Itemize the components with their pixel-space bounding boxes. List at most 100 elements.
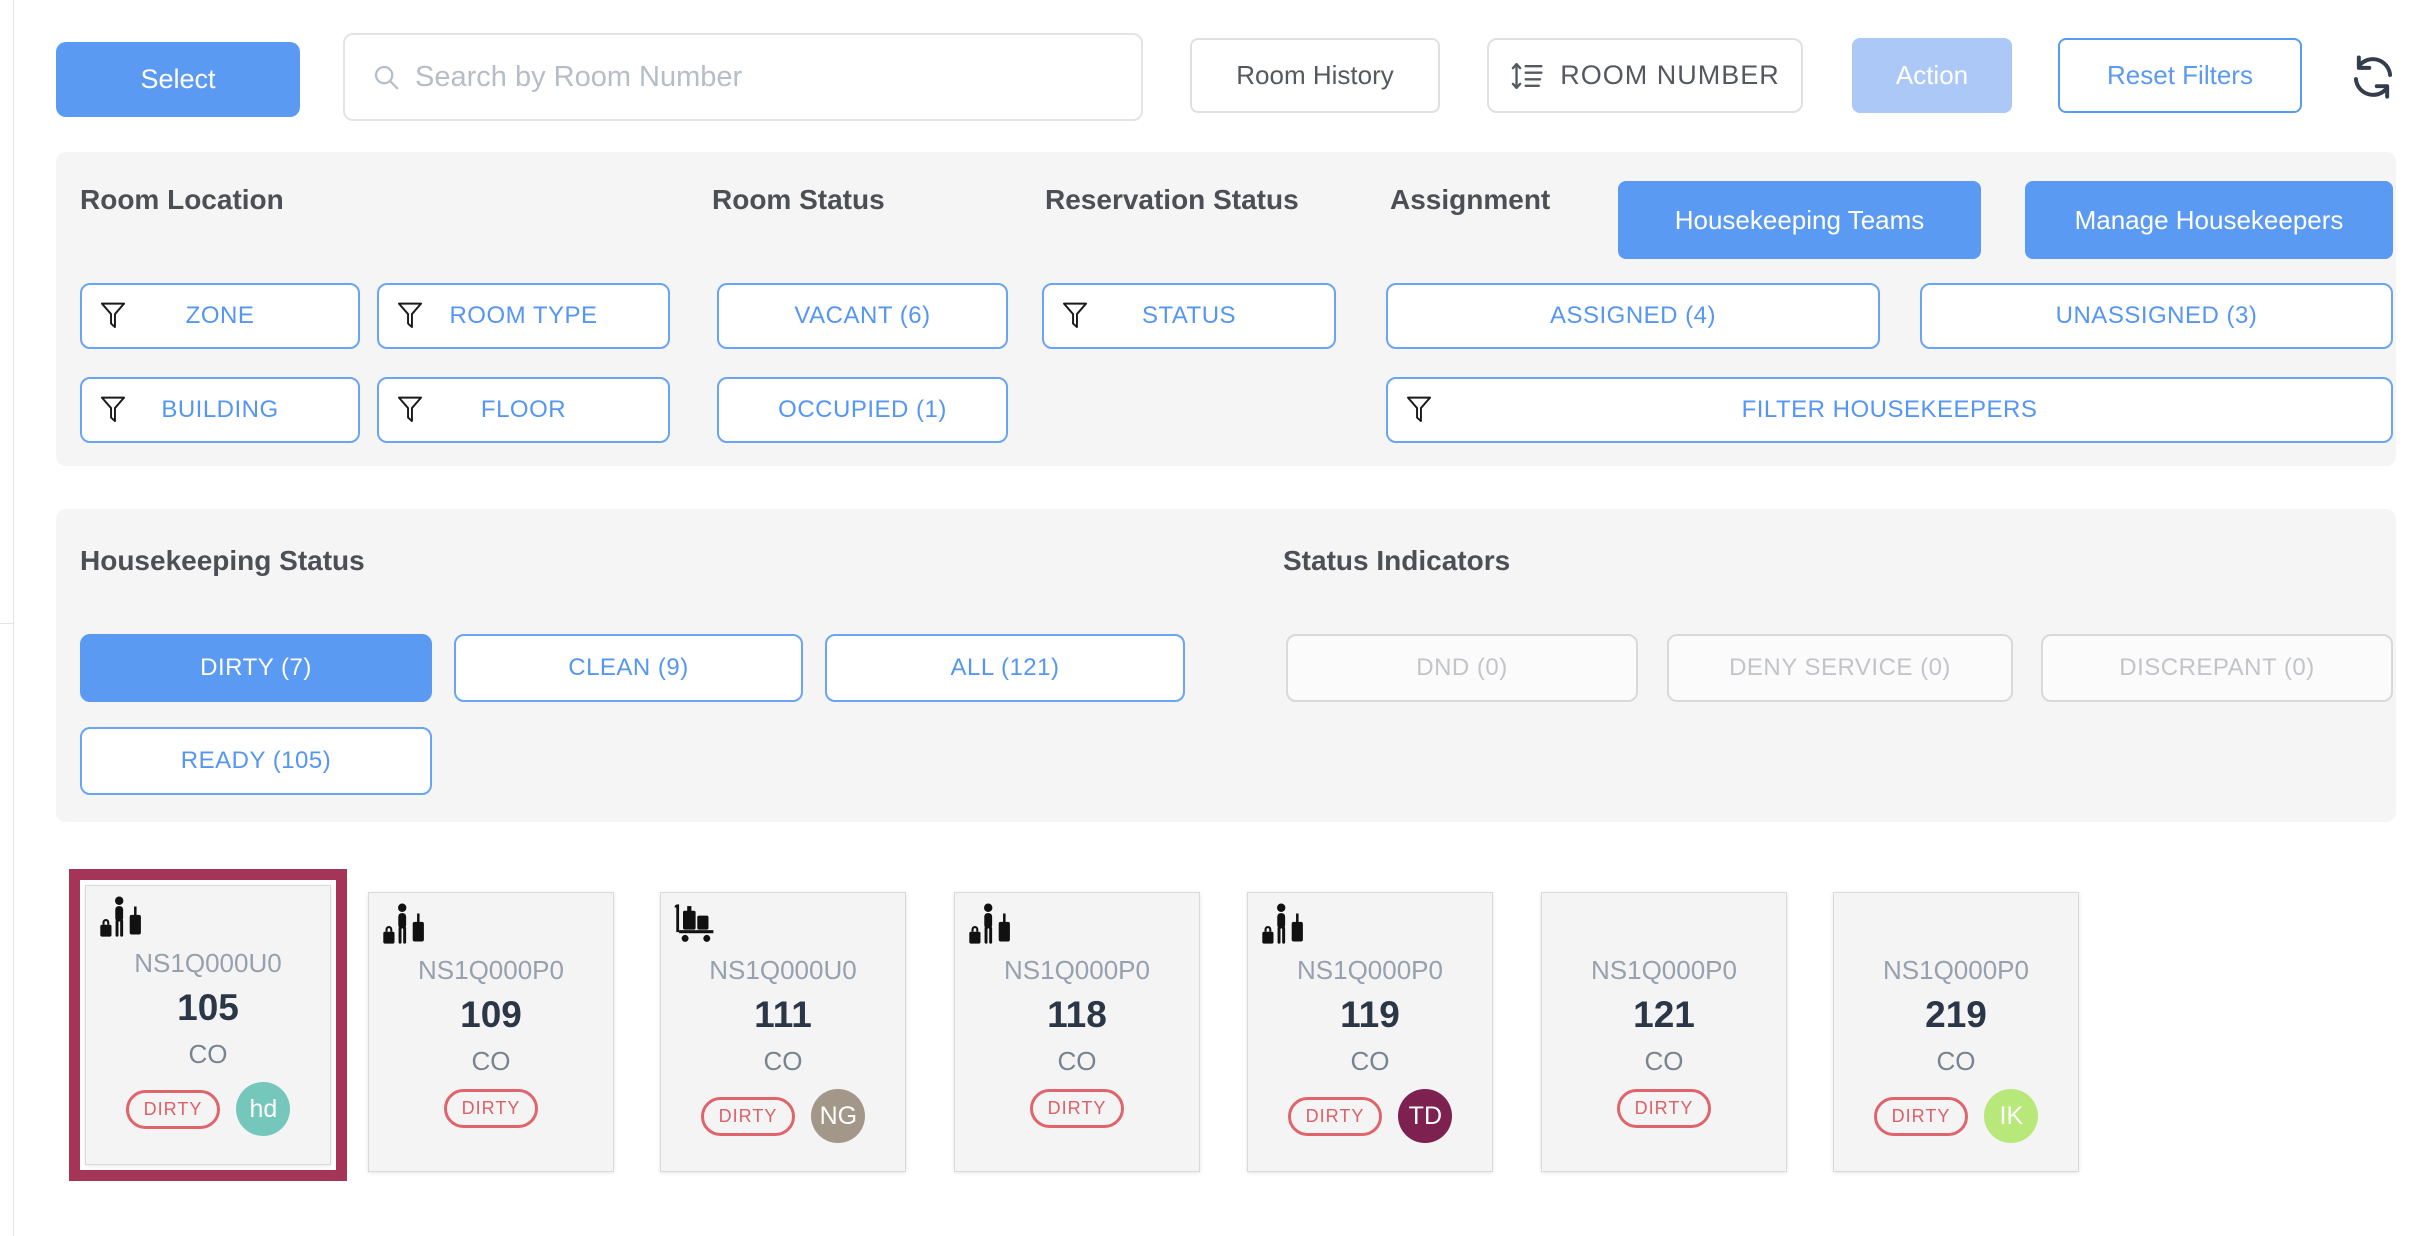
reservation-status-filter-button[interactable]: STATUS — [1042, 283, 1336, 349]
zone-filter-button[interactable]: ZONE — [80, 283, 360, 349]
status-indicators-heading: Status Indicators — [1283, 545, 1511, 576]
dirty-status-pill: DIRTY — [1287, 1096, 1383, 1136]
filter-housekeepers-label: FILTER HOUSEKEEPERS — [1741, 396, 2038, 423]
assigned-filter-button[interactable]: ASSIGNED (4) — [1386, 283, 1880, 349]
dirty-status-pill: DIRTY — [1873, 1096, 1969, 1136]
filter-icon — [1406, 395, 1432, 425]
room-card[interactable]: NS1Q000P0 219 CO DIRTY IK — [1833, 892, 2079, 1172]
search-field-container — [343, 33, 1143, 121]
occupied-filter-button[interactable]: OCCUPIED (1) — [717, 377, 1008, 443]
deny-service-filter-button[interactable]: DENY SERVICE (0) — [1667, 634, 2013, 702]
dirty-filter-label: DIRTY (7) — [200, 654, 312, 681]
filter-icon — [397, 395, 423, 425]
room-status-heading: Room Status — [712, 184, 885, 215]
vacant-filter-label: VACANT (6) — [794, 302, 931, 329]
discrepant-filter-button[interactable]: DISCREPANT (0) — [2041, 634, 2393, 702]
room-number: 119 — [1340, 994, 1400, 1035]
housekeeper-badge[interactable]: IK — [1984, 1089, 2039, 1143]
sort-label: ROOM NUMBER — [1560, 60, 1780, 90]
clean-filter-button[interactable]: CLEAN (9) — [454, 634, 803, 702]
dnd-filter-label: DND (0) — [1416, 654, 1508, 681]
sort-by-room-number-control[interactable]: ROOM NUMBER — [1487, 38, 1803, 113]
refresh-icon[interactable] — [2348, 52, 2398, 102]
housekeeper-badge[interactable]: NG — [811, 1089, 866, 1143]
room-card[interactable]: NS1Q000P0 118 CO DIRTY — [954, 892, 1200, 1172]
room-card[interactable]: NS1Q000P0 119 CO DIRTY TD — [1247, 892, 1493, 1172]
housekeeping-status-panel: Housekeeping Status Status Indicators DI… — [56, 509, 2396, 822]
filters-panel: Room Location Room Status Reservation St… — [56, 152, 2396, 466]
page-edge-tick — [0, 623, 13, 624]
room-history-button[interactable]: Room History — [1190, 38, 1440, 113]
dirty-status-pill: DIRTY — [700, 1096, 796, 1136]
search-icon — [374, 65, 399, 90]
select-button[interactable]: Select — [56, 42, 300, 117]
reservation-code: CO — [188, 1039, 228, 1069]
all-filter-label: ALL (121) — [950, 654, 1060, 681]
room-location-heading: Room Location — [80, 184, 284, 215]
dirty-filter-button[interactable]: DIRTY (7) — [80, 634, 432, 702]
filter-housekeepers-button[interactable]: FILTER HOUSEKEEPERS — [1386, 377, 2393, 443]
dirty-status-pill: DIRTY — [443, 1089, 539, 1128]
unassigned-filter-label: UNASSIGNED (3) — [2055, 302, 2258, 329]
room-type-filter-button[interactable]: ROOM TYPE — [377, 283, 670, 349]
room-type-code: NS1Q000U0 — [134, 948, 282, 978]
room-type-code: NS1Q000P0 — [1297, 955, 1443, 985]
manage-housekeepers-button[interactable]: Manage Housekeepers — [2025, 181, 2393, 259]
reservation-code: CO — [763, 1046, 803, 1076]
reservation-code: CO — [1644, 1046, 1684, 1076]
room-card[interactable]: NS1Q000P0 109 CO DIRTY — [368, 892, 614, 1172]
floor-filter-button[interactable]: FLOOR — [377, 377, 670, 443]
ready-filter-label: READY (105) — [180, 747, 332, 774]
discrepant-filter-label: DISCREPANT (0) — [2119, 654, 2315, 681]
room-type-code: NS1Q000P0 — [418, 955, 564, 985]
clean-filter-label: CLEAN (9) — [568, 654, 689, 681]
vacant-filter-button[interactable]: VACANT (6) — [717, 283, 1008, 349]
building-filter-button[interactable]: BUILDING — [80, 377, 360, 443]
reservation-code: CO — [1936, 1046, 1976, 1076]
occupied-filter-label: OCCUPIED (1) — [778, 396, 947, 423]
room-type-filter-label: ROOM TYPE — [449, 302, 598, 329]
reset-filters-button[interactable]: Reset Filters — [2058, 38, 2302, 113]
room-card[interactable]: NS1Q000U0 111 CO DIRTY NG — [660, 892, 906, 1172]
dirty-status-pill: DIRTY — [125, 1089, 221, 1129]
dirty-status-pill: DIRTY — [1029, 1089, 1125, 1128]
reservation-code: CO — [1057, 1046, 1097, 1076]
room-number: 219 — [1925, 994, 1987, 1035]
housekeeper-badge[interactable]: hd — [236, 1082, 291, 1136]
action-button[interactable]: Action — [1852, 38, 2012, 113]
room-type-code: NS1Q000P0 — [1004, 955, 1150, 985]
housekeeping-teams-button[interactable]: Housekeeping Teams — [1618, 181, 1981, 259]
room-number: 121 — [1633, 994, 1695, 1035]
dnd-filter-button[interactable]: DND (0) — [1286, 634, 1638, 702]
filter-icon — [100, 395, 126, 425]
departure-guest-icon — [381, 903, 429, 945]
page-edge-line — [13, 0, 14, 1236]
luggage-cart-icon — [673, 903, 721, 945]
departure-guest-icon — [98, 896, 146, 938]
unassigned-filter-button[interactable]: UNASSIGNED (3) — [1920, 283, 2393, 349]
assigned-filter-label: ASSIGNED (4) — [1549, 302, 1717, 329]
building-filter-label: BUILDING — [161, 396, 279, 423]
search-input[interactable] — [415, 35, 1141, 119]
sort-icon — [1511, 62, 1543, 89]
room-card[interactable]: NS1Q000U0 105 CO DIRTY hd — [85, 885, 331, 1165]
filter-icon — [397, 301, 423, 331]
filter-icon — [100, 301, 126, 331]
ready-filter-button[interactable]: READY (105) — [80, 727, 432, 795]
reservation-code: CO — [1350, 1046, 1390, 1076]
reservation-code: CO — [471, 1046, 511, 1076]
room-number: 111 — [754, 994, 812, 1035]
room-number: 109 — [460, 994, 522, 1035]
room-type-code: NS1Q000P0 — [1883, 955, 2029, 985]
housekeeper-badge[interactable]: TD — [1398, 1089, 1453, 1143]
room-card-selected-outline[interactable]: NS1Q000U0 105 CO DIRTY hd — [69, 869, 347, 1181]
reservation-status-filter-label: STATUS — [1141, 302, 1237, 329]
room-number: 118 — [1047, 994, 1107, 1035]
departure-guest-icon — [1260, 903, 1308, 945]
floor-filter-label: FLOOR — [480, 396, 567, 423]
all-filter-button[interactable]: ALL (121) — [825, 634, 1185, 702]
room-card[interactable]: NS1Q000P0 121 CO DIRTY — [1541, 892, 1787, 1172]
housekeeping-status-heading: Housekeeping Status — [80, 545, 365, 576]
room-type-code: NS1Q000P0 — [1591, 955, 1737, 985]
